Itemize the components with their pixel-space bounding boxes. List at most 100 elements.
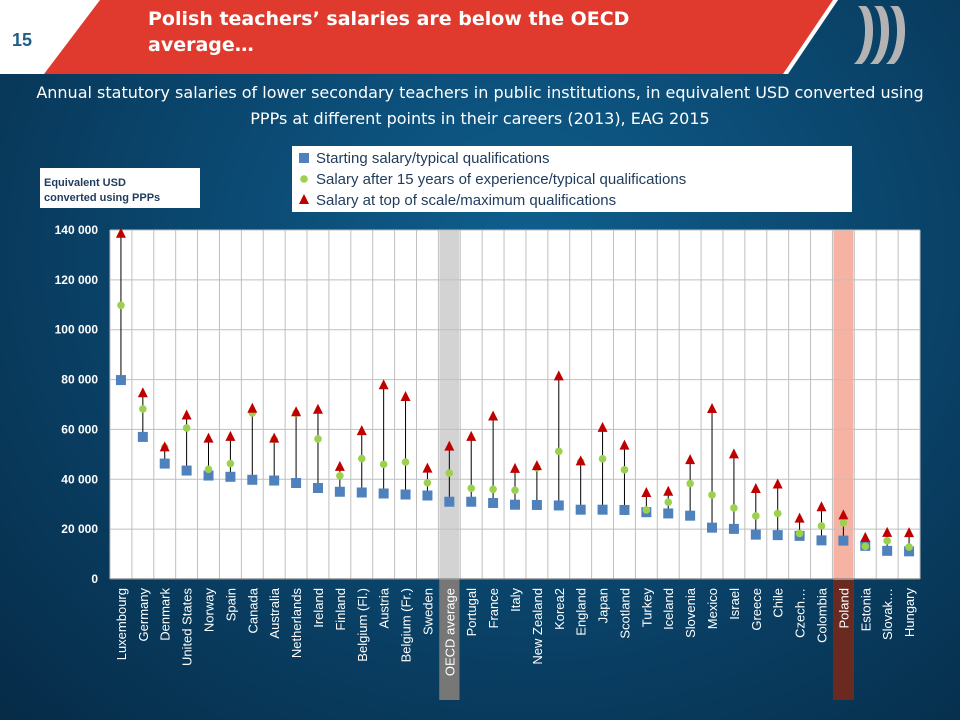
data-point-circle	[817, 522, 826, 530]
data-point-circle	[620, 466, 629, 474]
data-point-triangle	[816, 501, 827, 512]
slide-headline: Polish teachers’ salaries are below the …	[148, 8, 630, 56]
data-point-triangle	[356, 425, 367, 436]
data-point-circle	[379, 460, 388, 469]
legend-marker-triangle	[299, 194, 309, 204]
legend-marker-square	[299, 153, 309, 163]
oecd-logo-stroke-1	[854, 6, 874, 64]
data-point-circle	[357, 454, 366, 463]
y-tick-label: 140 000	[55, 223, 99, 237]
data-point-square	[619, 504, 630, 515]
data-point-triangle	[728, 448, 739, 459]
data-point-circle	[117, 301, 125, 310]
y-tick-label: 40 000	[61, 472, 98, 486]
data-point-square	[400, 489, 411, 500]
data-point-triangle	[838, 509, 849, 520]
y-tick-label: 100 000	[55, 323, 99, 337]
category-label: Netherlands	[289, 588, 304, 659]
category-label: Denmark	[158, 588, 173, 641]
data-point-triangle	[378, 379, 389, 390]
data-point-circle	[795, 529, 804, 538]
data-point-triangle	[685, 454, 696, 465]
category-label: Estonia	[858, 587, 873, 631]
data-point-triangle	[860, 531, 871, 542]
data-point-triangle	[597, 421, 608, 432]
category-label: Portugal	[464, 588, 479, 637]
category-label: Mexico	[705, 588, 720, 629]
data-point-circle	[905, 543, 913, 551]
slide-number: 15	[12, 30, 33, 50]
data-point-triangle	[181, 409, 192, 420]
category-label: Japan	[596, 588, 611, 623]
legend-entry: Salary at top of scale/maximum qualifica…	[299, 192, 616, 209]
data-point-triangle	[794, 512, 805, 523]
data-point-square	[466, 496, 477, 507]
category-label: Slovenia	[683, 587, 698, 638]
data-point-square	[685, 510, 696, 521]
data-point-square	[750, 529, 761, 540]
data-point-square	[575, 504, 586, 515]
data-point-triangle	[641, 486, 652, 497]
data-point-circle	[182, 424, 191, 432]
data-point-square	[707, 522, 718, 533]
data-point-circle	[554, 447, 563, 456]
category-label: England	[574, 588, 589, 636]
data-point-triangle	[772, 478, 783, 489]
data-point-circle	[752, 512, 760, 520]
y-tick-label: 120 000	[55, 273, 99, 287]
data-point-square	[203, 470, 214, 481]
category-label: France	[486, 588, 501, 628]
data-point-square	[422, 490, 433, 501]
data-point-circle	[423, 478, 432, 487]
category-label: Norway	[202, 588, 217, 633]
category-label: Slovak…	[880, 588, 895, 640]
category-label: Belgium (Fr.)	[399, 588, 414, 662]
oecd-logo-stroke-3	[886, 6, 906, 64]
data-point-square	[334, 486, 345, 497]
data-point-circle	[773, 509, 782, 518]
data-point-triangle	[750, 483, 761, 494]
banner-red-shape	[44, 0, 833, 74]
legend-label: Salary at top of scale/maximum qualifica…	[316, 192, 616, 209]
data-point-circle	[445, 469, 454, 477]
data-point-circle	[730, 504, 738, 512]
data-point-circle	[883, 537, 891, 545]
y-axis-label-line-1: Equivalent USD	[44, 177, 126, 189]
data-point-triangle	[444, 440, 455, 451]
data-point-square	[531, 499, 542, 510]
data-point-triangle	[225, 430, 236, 441]
y-axis-label: Equivalent USD converted using PPPs	[44, 177, 160, 204]
data-point-circle	[839, 519, 848, 527]
data-point-circle	[642, 506, 651, 514]
data-point-square	[115, 375, 126, 386]
category-label: Poland	[836, 588, 851, 628]
data-point-triangle	[904, 527, 915, 538]
data-point-square	[663, 508, 674, 519]
data-point-square	[904, 546, 915, 557]
data-point-square	[137, 431, 148, 442]
data-point-triangle	[488, 410, 499, 421]
y-tick-label: 0	[91, 572, 98, 586]
ylabel-box	[40, 168, 200, 208]
category-label: Italy	[508, 588, 523, 612]
data-point-square	[247, 474, 258, 485]
legend-marker-circle	[300, 175, 308, 183]
data-point-triangle	[334, 460, 345, 471]
data-point-triangle	[422, 462, 433, 473]
data-point-circle	[226, 459, 235, 468]
y-tick-label: 60 000	[61, 422, 98, 436]
data-point-circle	[314, 435, 322, 443]
data-point-circle	[336, 471, 344, 480]
data-point-triangle	[137, 387, 148, 398]
data-point-circle	[204, 465, 213, 474]
legend-entry: Starting salary/typical qualifications	[299, 150, 549, 167]
data-point-triangle	[312, 403, 323, 414]
title-banner	[0, 0, 906, 74]
category-label: Finland	[333, 588, 348, 631]
data-point-circle	[467, 484, 476, 493]
data-point-square	[772, 530, 783, 541]
data-point-triangle	[159, 441, 170, 452]
data-point-square	[225, 471, 236, 482]
data-point-square	[597, 504, 608, 515]
data-point-triangle	[247, 402, 258, 413]
